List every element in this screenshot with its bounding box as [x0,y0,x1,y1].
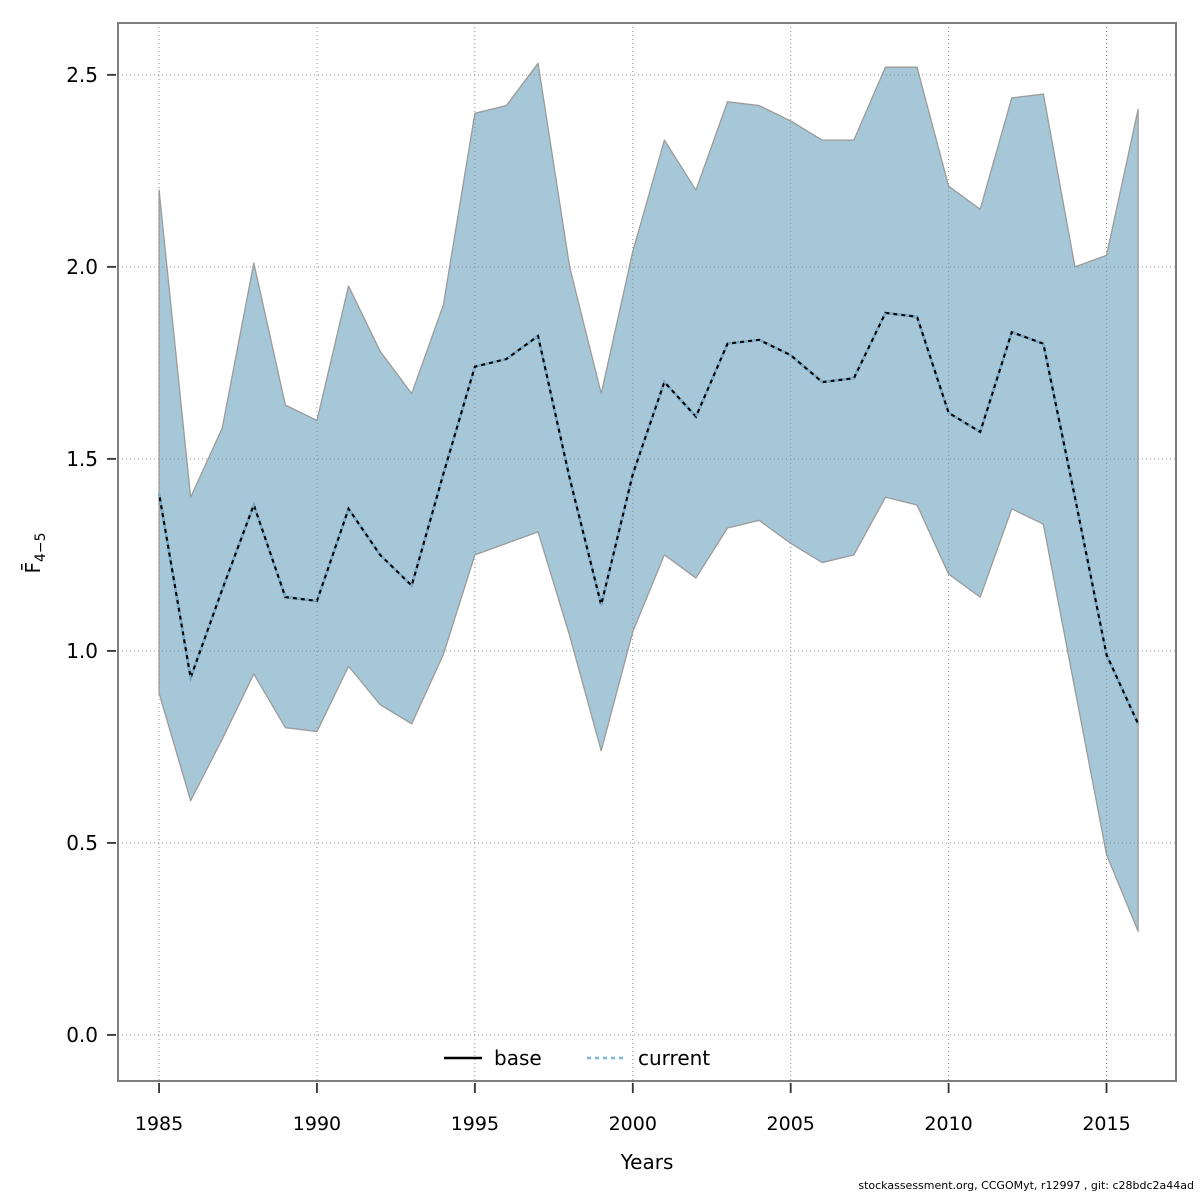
x-tick-label: 1995 [451,1113,499,1135]
plot-frame [117,22,1177,1082]
confidence-band [158,62,1139,932]
x-tick-label: 2010 [924,1113,972,1135]
x-tick-label: 2000 [609,1113,657,1135]
x-tick-label: 1990 [293,1113,341,1135]
x-axis-title: Years [620,1150,674,1174]
x-tick-label: 2005 [767,1113,815,1135]
footer-attribution: stockassessment.org, CCGOMyt, r12997 , g… [858,1179,1194,1192]
y-tick-label: 1.5 [66,447,98,471]
y-tick-label: 0.5 [66,831,98,855]
legend-current-label: current [638,1046,710,1070]
y-axis-title-subscript: 4−5 [33,532,49,563]
x-tick-label: 1985 [135,1113,183,1135]
y-axis-title: F̄4−5 [21,478,49,628]
y-tick-label: 2.0 [66,255,98,279]
current-line [157,311,1140,725]
y-tick-label: 0.0 [66,1023,98,1047]
y-axis-title-symbol: F̄ [21,562,45,574]
legend-base-label: base [494,1046,542,1070]
x-tick-label: 2015 [1082,1113,1130,1135]
y-tick-label: 2.5 [66,63,98,87]
y-tick-label: 1.0 [66,639,98,663]
